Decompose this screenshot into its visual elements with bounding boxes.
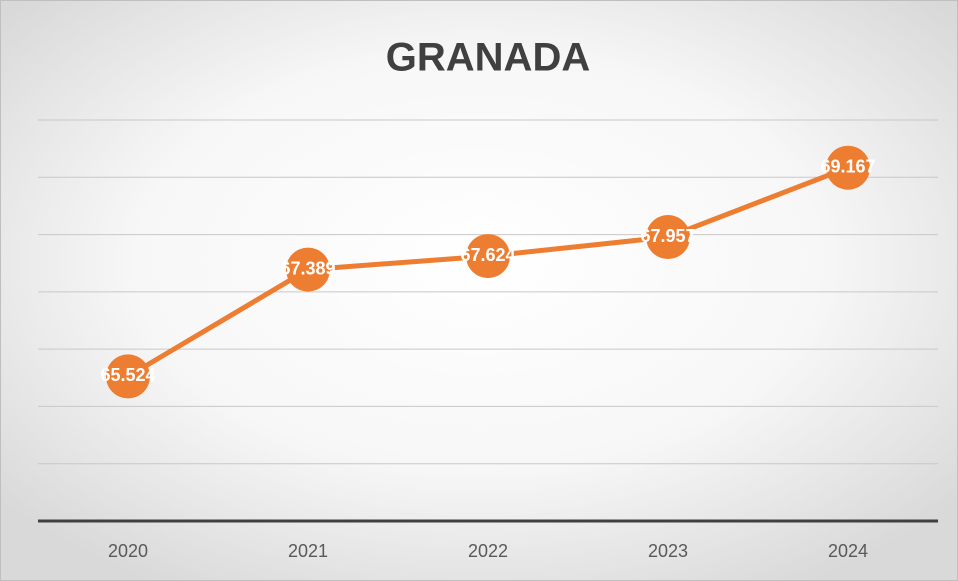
x-tick-label: 2020 bbox=[108, 541, 148, 561]
marker bbox=[646, 215, 690, 260]
x-tick-label: 2023 bbox=[648, 541, 688, 561]
data-label: 67.389 bbox=[280, 258, 335, 278]
marker bbox=[466, 234, 510, 279]
marker bbox=[106, 354, 150, 399]
data-label: 65.524 bbox=[100, 365, 155, 385]
marker bbox=[826, 145, 870, 190]
x-tick-label: 2021 bbox=[288, 541, 328, 561]
marker bbox=[286, 247, 330, 292]
x-tick-label: 2024 bbox=[828, 541, 868, 561]
data-label: 67.624 bbox=[460, 245, 515, 265]
chart-title: GRANADA bbox=[386, 36, 590, 80]
data-label: 69.167 bbox=[820, 156, 875, 176]
data-label: 67.957 bbox=[640, 226, 695, 246]
x-tick-label: 2022 bbox=[468, 541, 508, 561]
